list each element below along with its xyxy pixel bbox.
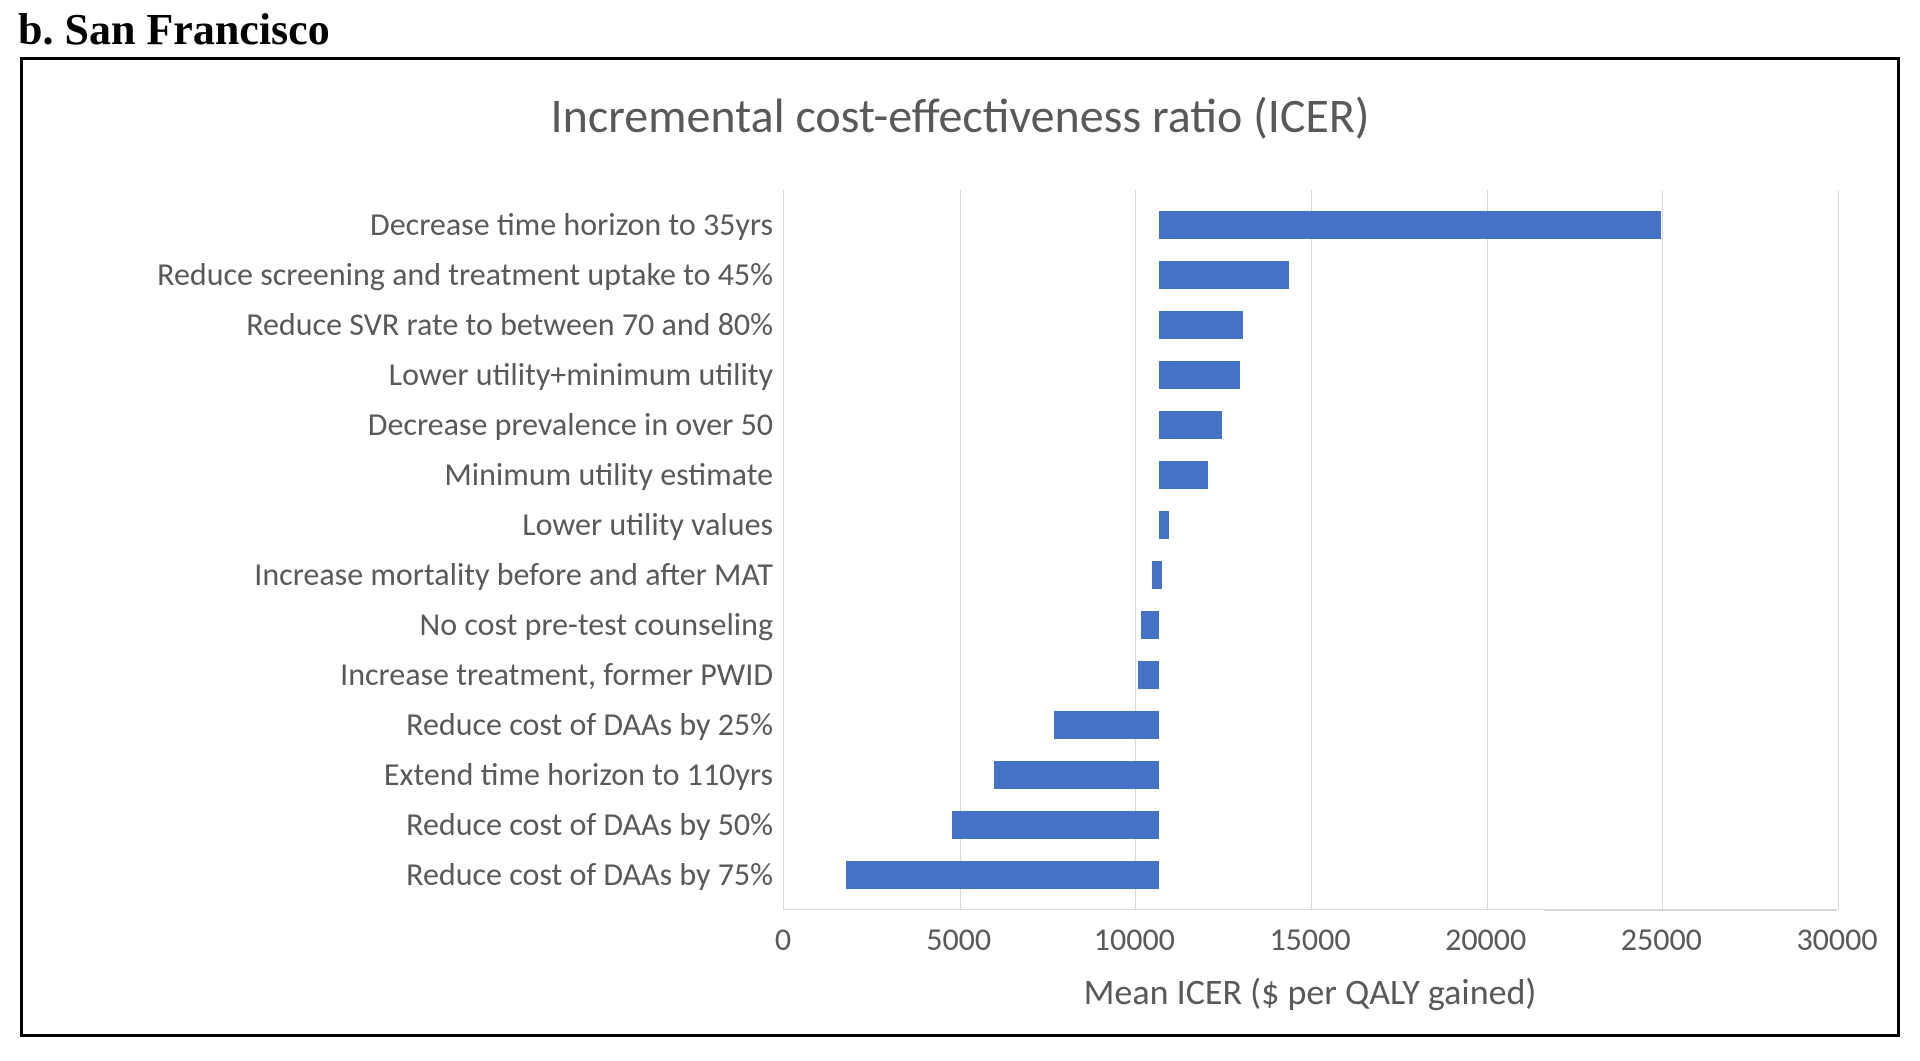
bar-rect [1141, 611, 1159, 639]
bar-label: Minimum utility estimate [33, 450, 773, 500]
bar-label: Increase treatment, former PWID [33, 650, 773, 700]
x-tick-label: 15000 [1269, 920, 1350, 959]
bar-row: Increase treatment, former PWID [23, 650, 1837, 700]
bar-label: Increase mortality before and after MAT [33, 550, 773, 600]
bar-label: Reduce cost of DAAs by 75% [33, 850, 773, 900]
bar-row: Minimum utility estimate [23, 450, 1837, 500]
bar-row: Reduce cost of DAAs by 50% [23, 800, 1837, 850]
bar-label: Extend time horizon to 110yrs [33, 750, 773, 800]
bar-row: Reduce SVR rate to between 70 and 80% [23, 300, 1837, 350]
x-axis-title: Mean ICER ($ per QALY gained) [783, 970, 1837, 1014]
chart-frame: Incremental cost-effectiveness ratio (IC… [20, 57, 1900, 1037]
bar-rect [1054, 711, 1159, 739]
x-axis-line [1544, 910, 1837, 911]
bar-row: Lower utility values [23, 500, 1837, 550]
x-ticks: 050001000015000200002500030000 [783, 920, 1837, 960]
bar-row: Lower utility+minimum utility [23, 350, 1837, 400]
bar-rect [1159, 461, 1208, 489]
bar-row: Reduce cost of DAAs by 75% [23, 850, 1837, 900]
bar-rect [994, 761, 1159, 789]
bar-rect [1138, 661, 1159, 689]
bar-label: No cost pre-test counseling [33, 600, 773, 650]
bar-label: Lower utility+minimum utility [33, 350, 773, 400]
bar-rect [1159, 411, 1222, 439]
bar-label: Reduce cost of DAAs by 50% [33, 800, 773, 850]
bar-row: Decrease prevalence in over 50 [23, 400, 1837, 450]
bar-rect [1159, 511, 1170, 539]
bar-rect [1152, 561, 1163, 589]
bar-rect [846, 861, 1159, 889]
bar-row: Reduce cost of DAAs by 25% [23, 700, 1837, 750]
bar-row: Increase mortality before and after MAT [23, 550, 1837, 600]
figure-panel: b. San Francisco Incremental cost-effect… [0, 0, 1920, 1061]
x-tick-label: 25000 [1621, 920, 1702, 959]
bar-label: Lower utility values [33, 500, 773, 550]
bar-rect [1159, 311, 1243, 339]
bar-rect [952, 811, 1159, 839]
bar-row: Reduce screening and treatment uptake to… [23, 250, 1837, 300]
bar-rect [1159, 361, 1240, 389]
panel-label: b. San Francisco [0, 0, 1920, 57]
x-tick-label: 30000 [1796, 920, 1877, 959]
x-tick-label: 20000 [1445, 920, 1526, 959]
plot-wrap: Decrease time horizon to 35yrsReduce scr… [23, 190, 1837, 910]
bar-label: Reduce screening and treatment uptake to… [33, 250, 773, 300]
bar-row: No cost pre-test counseling [23, 600, 1837, 650]
bar-row: Decrease time horizon to 35yrs [23, 200, 1837, 250]
x-tick-label: 10000 [1094, 920, 1175, 959]
bar-rect [1159, 261, 1289, 289]
bar-label: Decrease prevalence in over 50 [33, 400, 773, 450]
x-tick-label: 5000 [926, 920, 991, 959]
x-tick-label: 0 [775, 920, 791, 959]
bar-label: Decrease time horizon to 35yrs [33, 200, 773, 250]
bar-rect [1159, 211, 1661, 239]
chart-title: Incremental cost-effectiveness ratio (IC… [23, 86, 1897, 145]
gridline [1838, 190, 1839, 910]
x-axis-baseline [784, 909, 1837, 910]
bar-label: Reduce cost of DAAs by 25% [33, 700, 773, 750]
bar-row: Extend time horizon to 110yrs [23, 750, 1837, 800]
bar-label: Reduce SVR rate to between 70 and 80% [33, 300, 773, 350]
